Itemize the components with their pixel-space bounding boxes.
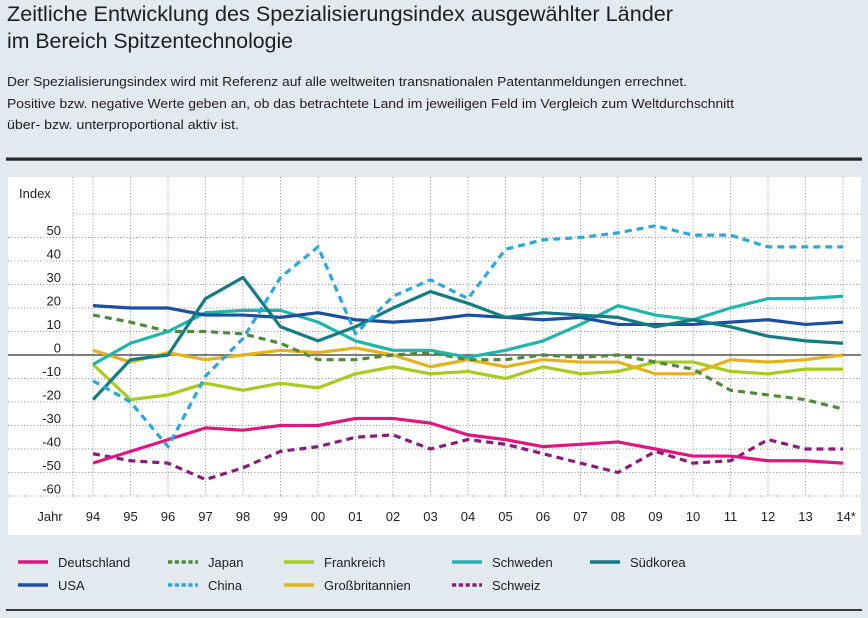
series-lines: [91, 224, 844, 482]
series-line-suedkorea: [91, 275, 844, 401]
x-tick-label: 14*: [836, 509, 856, 524]
legend-label: Frankreich: [324, 555, 385, 570]
x-tick-label: 00: [311, 509, 325, 524]
y-tick-label: -10: [42, 364, 61, 379]
x-tick-label: 08: [611, 509, 625, 524]
description-line-2: Positive bzw. negative Werte geben an, o…: [7, 96, 734, 111]
y-tick-label: 40: [47, 247, 61, 262]
x-tick-label: 98: [236, 509, 250, 524]
header-divider: [6, 157, 862, 161]
y-tick-label: -50: [42, 458, 61, 473]
legend-item-frankreich: Frankreich: [284, 555, 385, 570]
series-line-schweiz: [92, 433, 843, 482]
legend-label: Südkorea: [630, 555, 686, 570]
chart-title-line-2: im Bereich Spitzentechnologie: [7, 30, 293, 53]
x-tick-label: 99: [273, 509, 287, 524]
description-line-3: über- bzw. unterproportional aktiv ist.: [7, 117, 239, 132]
x-tick-label: 03: [423, 509, 437, 524]
legend-item-japan: Japan: [168, 555, 243, 570]
y-tick-label: -20: [42, 388, 61, 403]
series-line-deutschland: [92, 416, 844, 465]
x-axis-label: Jahr: [37, 509, 63, 524]
x-tick-label: 95: [123, 509, 137, 524]
x-tick-label: 94: [86, 509, 100, 524]
description-line-1: Der Spezialisierungsindex wird mit Refer…: [7, 74, 687, 89]
series-line-grossbritannien: [92, 346, 844, 376]
legend-item-schweiz: Schweiz: [452, 578, 540, 593]
x-tick-label: 04: [461, 509, 475, 524]
series-line-china: [92, 224, 843, 449]
chart-panel: [8, 177, 861, 535]
footer-divider: [6, 609, 862, 611]
legend-label: Großbritannien: [324, 578, 411, 593]
y-tick-label: 20: [47, 294, 61, 309]
x-tick-label: 06: [536, 509, 550, 524]
legend-item-grossbritannien: Großbritannien: [284, 578, 411, 593]
series-line-japan: [92, 313, 844, 411]
x-tick-label: 96: [161, 509, 175, 524]
legend-item-suedkorea: Südkorea: [590, 555, 686, 570]
legend-label: China: [208, 578, 243, 593]
series-line-frankreich: [91, 360, 843, 402]
x-tick-label: 10: [686, 509, 700, 524]
y-tick-label: -30: [42, 411, 61, 426]
legend-label: Deutschland: [58, 555, 130, 570]
x-tick-label: 09: [648, 509, 662, 524]
y-tick-label: 50: [47, 223, 61, 238]
legend-item-schweden: Schweden: [452, 555, 553, 570]
axis-ticks: 50 40 30 20 10 0 -10 -20 -30 -40 -50 -60 94 95 96 97 98 9…: [42, 223, 856, 524]
legend: Deutschland USA Japan China Frankreich Großbr…: [18, 555, 686, 593]
x-tick-label: 07: [573, 509, 587, 524]
y-tick-label: 10: [47, 317, 61, 332]
legend-item-china: China: [168, 578, 243, 593]
legend-label: Japan: [208, 555, 243, 570]
x-tick-label: 97: [198, 509, 212, 524]
x-tick-label: 02: [386, 509, 400, 524]
y-tick-label: 30: [47, 270, 61, 285]
legend-label: Schweiz: [492, 578, 540, 593]
y-tick-label: -60: [42, 482, 61, 497]
x-tick-label: 13: [798, 509, 812, 524]
y-tick-label: 0: [54, 341, 61, 356]
y-axis-label: Index: [19, 186, 51, 201]
legend-item-deutschland: Deutschland: [18, 555, 130, 570]
x-tick-label: 01: [348, 509, 362, 524]
x-tick-label: 11: [724, 509, 738, 524]
series-line-schweden: [92, 294, 844, 366]
y-tick-label: -40: [42, 435, 61, 450]
chart-title-line-1: Zeitliche Entwicklung des Spezialisierun…: [7, 3, 673, 26]
legend-label: Schweden: [492, 555, 553, 570]
x-tick-label: 12: [761, 509, 775, 524]
legend-label: USA: [58, 578, 85, 593]
x-tick-label: 05: [498, 509, 512, 524]
legend-item-usa: USA: [18, 578, 85, 593]
